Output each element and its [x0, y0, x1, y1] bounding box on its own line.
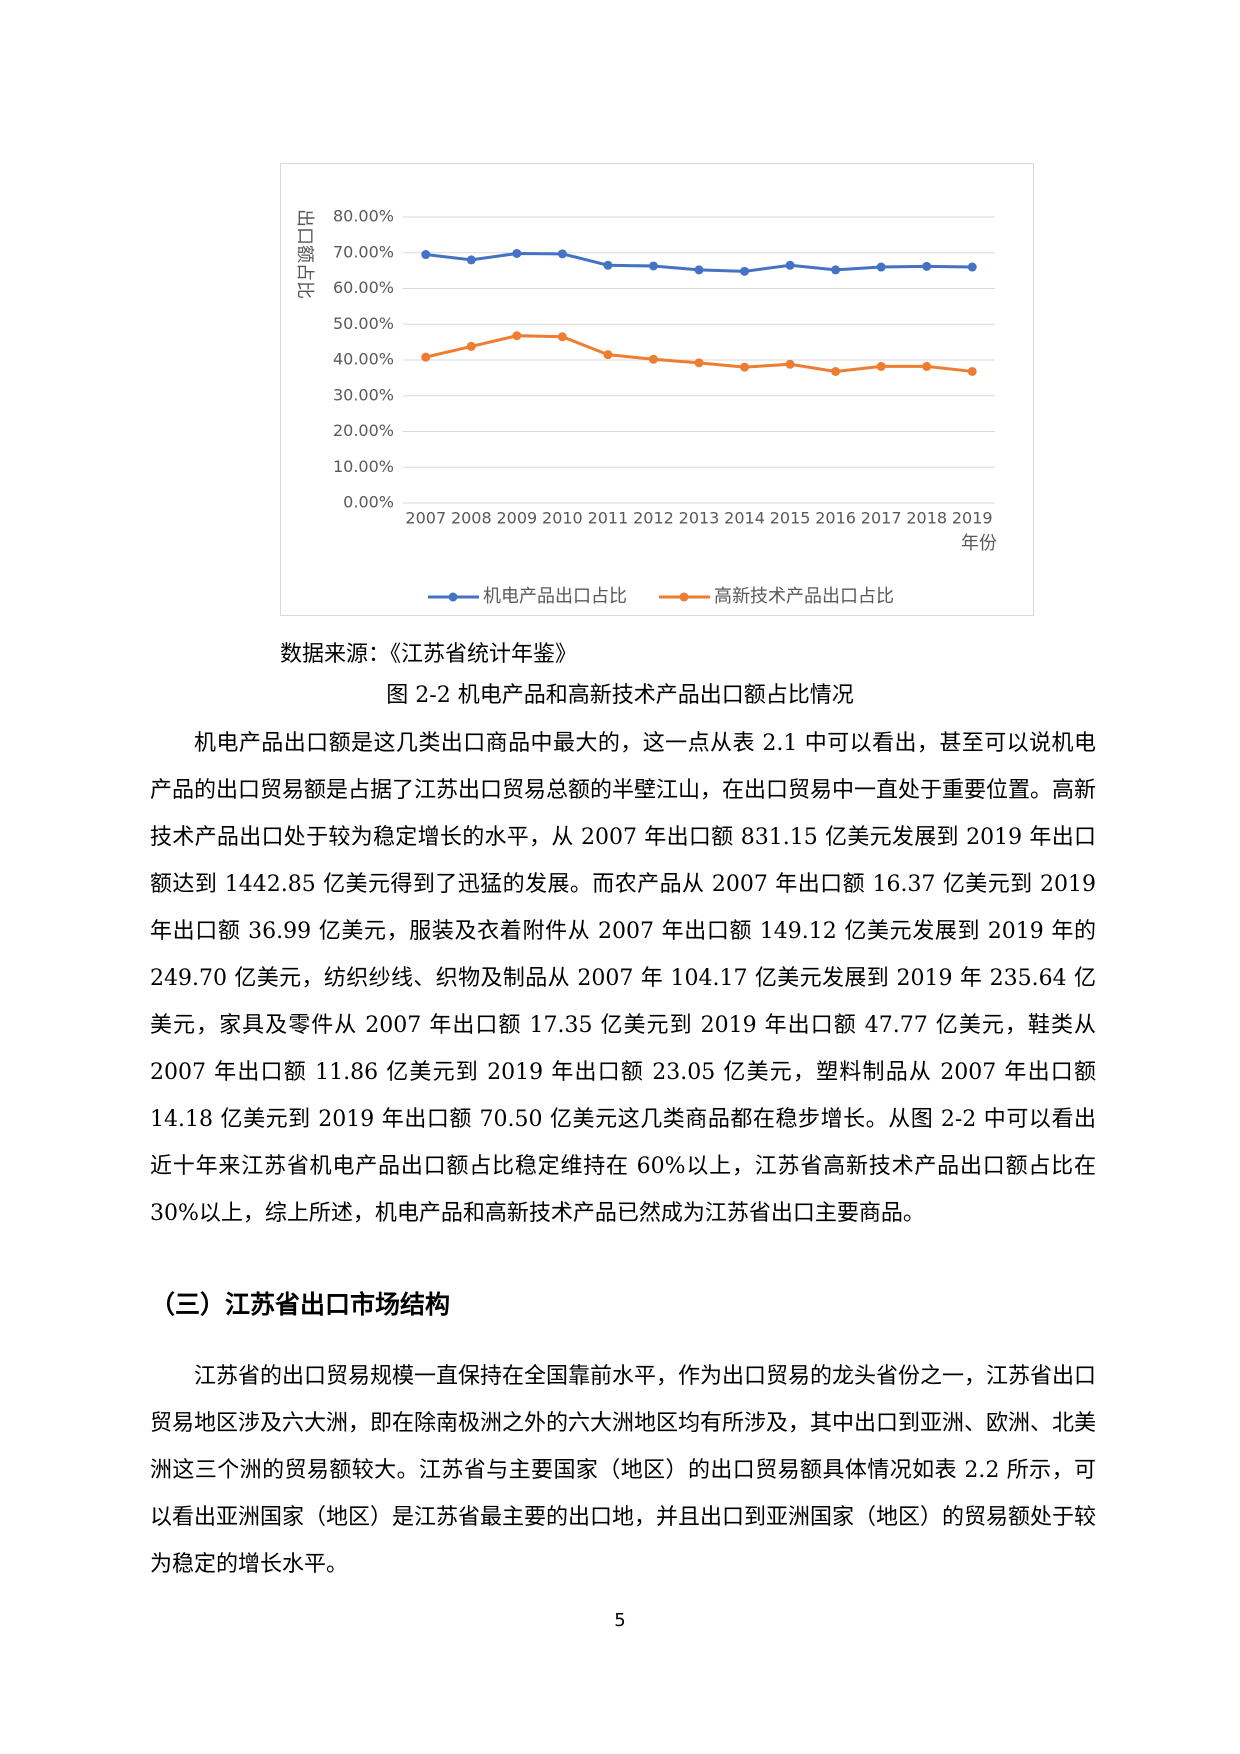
- legend-marker: [448, 592, 458, 602]
- data-point: [785, 260, 795, 270]
- paragraph: 机电产品出口额是这几类出口商品中最大的，这一点从表 2.1 中可以看出，甚至可以…: [150, 731, 1097, 1226]
- data-point: [648, 261, 658, 271]
- x-tick-label: 2010: [542, 509, 583, 528]
- y-tick-label: 70.00%: [333, 242, 394, 261]
- data-point: [466, 255, 476, 265]
- x-tick-label: 2011: [588, 509, 629, 528]
- data-point: [740, 266, 750, 276]
- data-point: [466, 341, 476, 351]
- x-tick-label: 2009: [496, 509, 537, 528]
- paragraph: 江苏省的出口贸易规模一直保持在全国靠前水平，作为出口贸易的龙头省份之一，江苏省出…: [150, 1364, 1097, 1577]
- data-point: [967, 366, 977, 376]
- figure-caption: 图 2-2 机电产品和高新技术产品出口额占比情况: [386, 683, 854, 708]
- data-point: [421, 352, 431, 362]
- data-point: [831, 366, 841, 376]
- data-point: [694, 358, 704, 368]
- section-heading: （三）江苏省出口市场结构: [150, 1290, 451, 1319]
- y-tick-label: 80.00%: [333, 207, 394, 226]
- data-point: [603, 350, 613, 360]
- data-point: [557, 332, 567, 342]
- x-tick-label: 2007: [405, 509, 446, 528]
- data-point: [512, 331, 522, 341]
- x-tick-label: 2017: [861, 509, 902, 528]
- x-tick-label: 2008: [451, 509, 492, 528]
- y-tick-label: 10.00%: [333, 457, 394, 476]
- data-point: [876, 262, 886, 272]
- data-point: [512, 248, 522, 258]
- x-tick-label: 2016: [815, 509, 856, 528]
- y-tick-label: 50.00%: [333, 314, 394, 333]
- y-tick-label: 60.00%: [333, 278, 394, 297]
- x-tick-label: 2015: [770, 509, 811, 528]
- data-point: [831, 265, 841, 275]
- data-point: [967, 262, 977, 272]
- data-point: [694, 265, 704, 275]
- data-point: [421, 250, 431, 260]
- data-point: [557, 249, 567, 259]
- legend-label: 高新技术产品出口占比: [714, 586, 894, 607]
- data-point: [785, 359, 795, 369]
- x-tick-label: 2012: [633, 509, 674, 528]
- legend-marker: [679, 592, 689, 602]
- x-tick-label: 2014: [724, 509, 765, 528]
- y-tick-label: 40.00%: [333, 350, 394, 369]
- x-tick-label: 2019: [952, 509, 993, 528]
- x-tick-label: 2013: [679, 509, 720, 528]
- data-point: [603, 260, 613, 270]
- y-tick-label: 20.00%: [333, 421, 394, 440]
- data-point: [922, 261, 932, 271]
- data-point: [922, 361, 932, 371]
- y-axis-label: 出口额占比: [294, 209, 315, 299]
- data-point: [740, 362, 750, 372]
- x-tick-label: 2018: [906, 509, 947, 528]
- data-point: [648, 354, 658, 364]
- data-point: [876, 361, 886, 371]
- y-tick-label: 30.00%: [333, 385, 394, 404]
- y-tick-label: 0.00%: [343, 493, 394, 512]
- chart: 0.00% 10.00% 20.00% 30.00% 40.00% 50.00% 60.00…: [280, 163, 1034, 616]
- source-note: 数据来源：《江苏省统计年鉴》: [280, 642, 578, 667]
- x-axis-label: 年份: [961, 533, 997, 554]
- page-number: 5: [614, 1610, 626, 1631]
- legend-label: 机电产品出口占比: [483, 586, 627, 607]
